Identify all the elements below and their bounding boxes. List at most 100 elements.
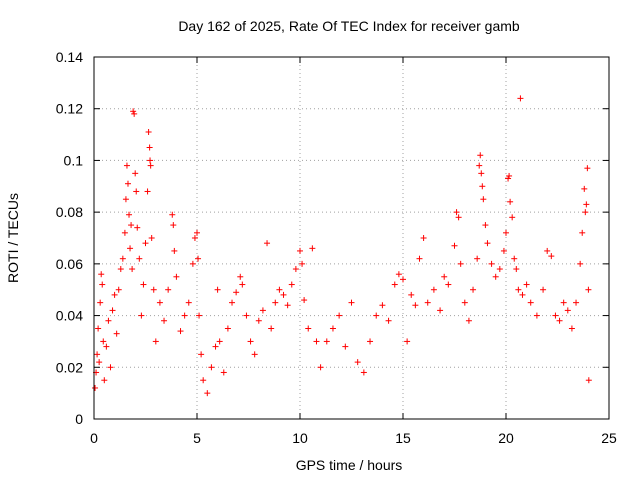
data-point xyxy=(229,299,236,306)
data-point xyxy=(544,247,551,254)
data-point xyxy=(247,338,254,345)
data-point xyxy=(395,271,402,278)
data-point xyxy=(98,271,105,278)
data-point xyxy=(474,255,481,262)
data-point xyxy=(581,185,588,192)
data-point xyxy=(146,144,153,151)
data-point xyxy=(96,359,103,366)
data-point xyxy=(264,240,271,247)
data-point xyxy=(113,330,120,337)
data-point xyxy=(579,229,586,236)
data-point xyxy=(496,266,503,273)
data-point xyxy=(470,286,477,293)
data-point xyxy=(150,286,157,293)
data-point xyxy=(342,343,349,350)
data-point xyxy=(354,359,361,366)
data-point xyxy=(461,299,468,306)
data-point xyxy=(109,307,116,314)
data-point xyxy=(424,299,431,306)
data-point xyxy=(216,338,223,345)
data-point xyxy=(373,312,380,319)
data-point xyxy=(515,286,522,293)
y-tick-label: 0 xyxy=(75,411,83,427)
data-point xyxy=(173,273,180,280)
data-point xyxy=(251,351,258,358)
data-point xyxy=(527,299,534,306)
data-point xyxy=(367,338,374,345)
y-axis-label: ROTI / TECUs xyxy=(5,193,21,283)
data-point xyxy=(437,307,444,314)
data-point xyxy=(523,281,530,288)
data-point xyxy=(479,183,486,190)
data-point xyxy=(564,307,571,314)
data-point xyxy=(488,260,495,267)
data-point xyxy=(455,214,462,221)
data-point xyxy=(165,286,172,293)
data-point xyxy=(430,286,437,293)
data-point xyxy=(144,188,151,195)
y-tick-label: 0.1 xyxy=(64,152,84,168)
data-point xyxy=(126,211,133,218)
data-point xyxy=(484,240,491,247)
data-point xyxy=(111,291,118,298)
data-point xyxy=(441,273,448,280)
data-point xyxy=(147,162,154,169)
data-point xyxy=(131,110,138,117)
data-point xyxy=(181,312,188,319)
data-point xyxy=(129,266,136,273)
data-point xyxy=(259,307,266,314)
data-point xyxy=(503,229,509,236)
data-point xyxy=(119,255,126,262)
data-point xyxy=(92,384,99,391)
data-point xyxy=(533,312,540,319)
data-point xyxy=(301,297,308,304)
data-point xyxy=(540,286,547,293)
data-point xyxy=(548,253,555,260)
data-point xyxy=(107,364,114,371)
x-tick-label: 15 xyxy=(395,430,411,446)
data-point xyxy=(513,266,520,273)
data-point xyxy=(239,281,246,288)
data-point xyxy=(385,317,392,324)
data-point xyxy=(156,299,163,306)
data-point xyxy=(243,312,250,319)
data-point xyxy=(457,260,464,267)
data-point xyxy=(492,273,499,280)
data-point xyxy=(482,222,489,229)
data-point xyxy=(233,289,240,296)
y-tick-label: 0.12 xyxy=(56,101,83,117)
data-point xyxy=(284,302,291,309)
data-point xyxy=(208,364,215,371)
data-point xyxy=(130,108,137,115)
data-point xyxy=(556,317,563,324)
data-point xyxy=(212,343,219,350)
data-point xyxy=(122,196,129,203)
data-point xyxy=(268,325,275,332)
x-tick-label: 10 xyxy=(292,430,308,446)
axis-ticks: 0 5 10 15 20 25 0 0.02 0.04 0.06 0.08 0.1 0.12 0.14 xyxy=(56,49,617,446)
data-point xyxy=(585,377,592,384)
data-point xyxy=(451,242,458,249)
data-point xyxy=(171,247,178,254)
data-point xyxy=(360,369,367,376)
data-point xyxy=(420,235,427,241)
data-point xyxy=(507,198,514,205)
data-point xyxy=(309,245,316,252)
data-point xyxy=(220,369,227,376)
data-point xyxy=(237,273,244,280)
x-tick-label: 25 xyxy=(601,430,617,446)
y-tick-label: 0.08 xyxy=(56,204,83,220)
data-point xyxy=(195,255,202,262)
data-point xyxy=(313,338,320,345)
y-tick-label: 0.02 xyxy=(56,359,83,375)
data-point xyxy=(191,235,198,241)
data-point xyxy=(519,291,526,298)
data-point xyxy=(453,209,460,216)
data-point xyxy=(100,338,107,345)
data-point xyxy=(445,281,452,288)
data-point xyxy=(323,338,330,345)
data-point xyxy=(255,317,262,324)
data-point xyxy=(476,162,483,169)
data-point xyxy=(500,247,507,254)
